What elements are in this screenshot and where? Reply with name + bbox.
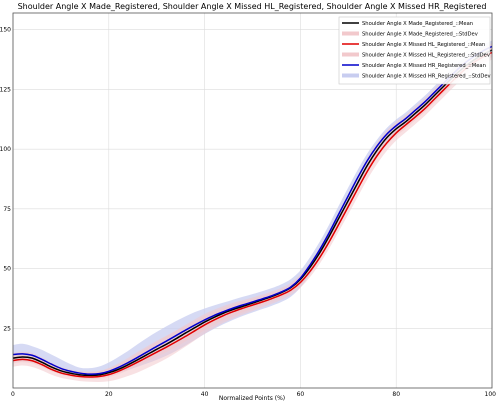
x-tick-label: 80 <box>392 391 400 398</box>
line-missed-hl-mean <box>12 51 493 378</box>
chart-title: Shoulder Angle X Made_Registered, Should… <box>18 2 487 11</box>
mean-lines <box>12 45 493 378</box>
line-made-mean <box>12 49 493 377</box>
x-axis-title: Normalized Points (%) <box>219 395 285 402</box>
legend-item-std-2-label[interactable]: Shoulder Angle X Missed HR_Registered_::… <box>362 73 491 79</box>
y-tick-label: 50 <box>3 266 11 273</box>
legend[interactable]: Shoulder Angle X Made_Registered_::MeanS… <box>338 16 491 85</box>
legend-item-mean-1-label[interactable]: Shoulder Angle X Missed HL_Registered_::… <box>362 42 485 48</box>
x-tick-label: 60 <box>297 391 305 398</box>
legend-item-std-0-label[interactable]: Shoulder Angle X Made_Registered_::StdDe… <box>362 31 478 37</box>
x-tick-label: 20 <box>105 391 113 398</box>
y-tick-label: 150 <box>0 27 11 34</box>
line-missed-hr-mean <box>12 45 493 375</box>
plot-frame <box>12 12 493 389</box>
std-band-missed-hr <box>13 40 492 377</box>
y-tick-label: 75 <box>3 206 11 213</box>
legend-item-mean-2-label[interactable]: Shoulder Angle X Missed HR_Registered_::… <box>362 63 486 69</box>
x-tick-label: 0 <box>11 391 15 398</box>
legend-box <box>338 16 491 85</box>
std-bands <box>13 40 492 383</box>
y-tick-label: 125 <box>0 86 11 93</box>
legend-item-std-1-label[interactable]: Shoulder Angle X Missed HL_Registered_::… <box>362 52 490 58</box>
y-tick-label: 100 <box>0 146 11 153</box>
x-tick-label: 100 <box>485 391 497 398</box>
std-band-missed-hl <box>13 45 492 383</box>
legend-item-mean-0-label[interactable]: Shoulder Angle X Made_Registered_::Mean <box>362 21 473 27</box>
y-tick-label: 25 <box>3 325 11 332</box>
axis-ticks: 0 20 40 60 80 100 25 50 75 100 125 150 <box>0 27 496 398</box>
x-tick-label: 40 <box>201 391 209 398</box>
